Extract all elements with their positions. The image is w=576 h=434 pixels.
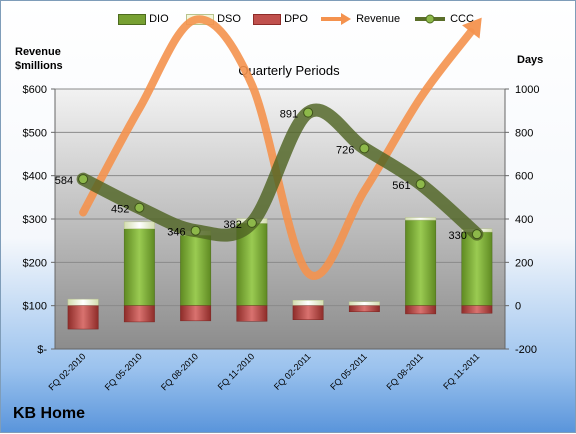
dpo-bar — [461, 305, 493, 314]
dpo-bar — [67, 305, 99, 330]
left-axis-title: Revenue $millions — [15, 45, 63, 73]
right-tick-label: 400 — [515, 214, 533, 226]
dio-bar — [461, 231, 493, 306]
dio-bar — [180, 235, 212, 306]
legend-label-dpo: DPO — [284, 13, 308, 25]
legend-label-revenue: Revenue — [356, 13, 401, 25]
dso-bar — [348, 301, 380, 306]
chart-subtitle: Quarterly Periods — [238, 63, 340, 78]
ccc-data-label: 561 — [392, 180, 410, 192]
x-tick-label: FQ 11-2011 — [441, 351, 481, 391]
left-axis-title-line2: $millions — [15, 60, 63, 72]
right-tick-label: 200 — [515, 257, 533, 269]
legend-item-ccc: CCC — [413, 9, 474, 29]
left-tick-label: $200 — [23, 257, 47, 269]
right-axis-title: Days — [517, 54, 544, 66]
dio-swatch — [118, 13, 146, 25]
revenue-arrow-swatch — [321, 13, 351, 26]
company-name: KB Home — [13, 405, 86, 422]
ccc-point — [246, 217, 257, 228]
ccc-line — [76, 103, 484, 242]
ccc-data-label: 330 — [449, 230, 467, 242]
dio-bar — [123, 228, 155, 306]
x-tick-label: FQ 02-2011 — [272, 351, 313, 392]
dso-bar — [67, 298, 99, 306]
dpo-swatch — [253, 13, 281, 25]
dpo-bar — [123, 305, 155, 323]
legend-item-dpo: DPO — [253, 9, 308, 29]
ccc-swatch — [415, 14, 445, 24]
dpo-bar — [180, 305, 212, 322]
right-tick-label: 600 — [515, 171, 533, 183]
x-tick-label: FQ 05-2011 — [328, 351, 369, 392]
dso-bar — [123, 221, 155, 229]
right-tick-label: 1000 — [515, 84, 539, 96]
dpo-bar — [292, 305, 324, 320]
ccc-data-label: 452 — [111, 204, 129, 216]
left-tick-label: $100 — [23, 301, 47, 313]
dpo-bar — [348, 305, 380, 312]
legend-item-dio: DIO — [118, 9, 169, 29]
dso-bar — [405, 217, 437, 221]
revenue-arrowhead — [462, 17, 482, 39]
dpo-bar — [236, 305, 268, 322]
x-tick-label: FQ 05-2010 — [103, 351, 144, 392]
ccc-point — [190, 225, 201, 236]
right-tick-label: 800 — [515, 127, 533, 139]
ccc-point — [78, 174, 89, 185]
ccc-data-label: 382 — [224, 219, 242, 231]
dio-bar — [405, 219, 437, 306]
dpo-bar — [405, 305, 437, 315]
x-tick-label: FQ 08-2010 — [159, 351, 200, 392]
left-tick-label: $300 — [23, 214, 47, 226]
ccc-point — [359, 143, 370, 154]
ccc-point — [415, 179, 426, 190]
right-tick-label: -200 — [515, 344, 537, 356]
x-tick-label: FQ 02-2010 — [47, 351, 88, 392]
ccc-point — [303, 107, 314, 118]
right-tick-label: 0 — [515, 301, 521, 313]
legend-item-revenue: Revenue — [319, 9, 400, 29]
x-tick-label: FQ 08-2011 — [384, 351, 425, 392]
ccc-data-label: 346 — [167, 227, 185, 239]
left-tick-label: $- — [37, 344, 47, 356]
legend-label-dio: DIO — [149, 13, 169, 25]
dso-bar — [292, 300, 324, 306]
ccc-data-label: 584 — [55, 175, 73, 187]
legend-label-dso: DSO — [217, 13, 241, 25]
left-axis-title-line1: Revenue — [15, 46, 61, 58]
ccc-point — [471, 229, 482, 240]
x-tick-label: FQ 11-2010 — [216, 351, 257, 392]
revenue-line — [79, 15, 475, 280]
left-tick-label: $400 — [23, 171, 47, 183]
ccc-data-label: 726 — [336, 144, 354, 156]
ccc-data-label: 891 — [280, 109, 298, 121]
left-tick-label: $500 — [23, 127, 47, 139]
legend-label-ccc: CCC — [450, 13, 474, 25]
ccc-point — [134, 202, 145, 213]
legend: DIO DSO DPO Revenue CCC — [1, 9, 576, 29]
left-tick-label: $600 — [23, 84, 47, 96]
